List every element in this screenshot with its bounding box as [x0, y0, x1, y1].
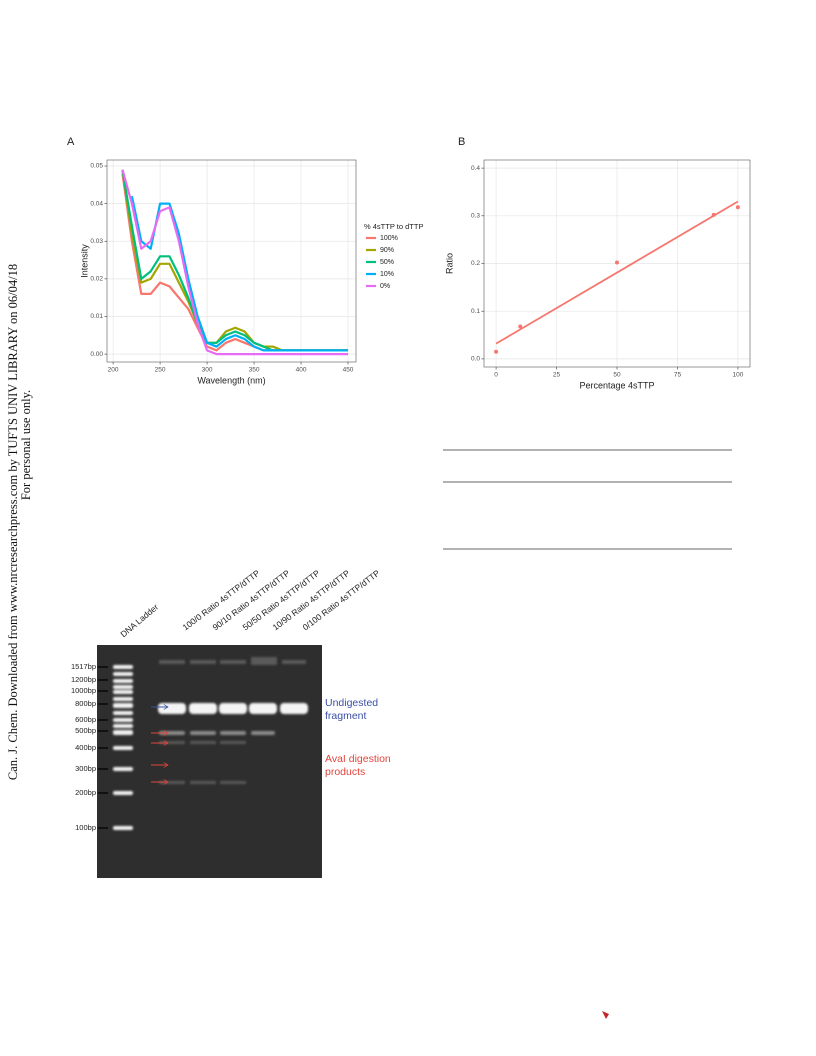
y-tick-label: 0.03 — [90, 238, 103, 245]
y-tick-label: 0.00 — [90, 351, 103, 358]
y-tick-label: 0.3 — [471, 213, 480, 220]
y-tick-label: 0.2 — [471, 260, 480, 267]
plot-border — [106, 159, 357, 363]
point — [711, 212, 716, 217]
x-tick-label: 450 — [343, 367, 354, 374]
ladder-label: 400bp — [75, 743, 96, 752]
ladder-bands — [113, 665, 133, 830]
x-tick-label: 400 — [296, 367, 307, 374]
legend-label: 0% — [380, 283, 390, 290]
watermark: For personal use only. — [19, 390, 33, 500]
x-tick-label: 350 — [249, 367, 260, 374]
x-tick-label: 50 — [613, 372, 621, 379]
y-axis-title: Intensity — [79, 244, 89, 278]
x-tick-label: 100 — [732, 372, 743, 379]
ladder-label: 1000bp — [71, 686, 96, 695]
ladder-ticks — [98, 666, 108, 829]
table-rules — [443, 449, 732, 550]
annotation: fragment — [325, 710, 367, 722]
point — [518, 324, 523, 329]
ladder-label: 1517bp — [71, 662, 96, 671]
x-tick-label: 250 — [155, 367, 166, 374]
ladder-label: 100bp — [75, 823, 96, 832]
series-line — [130, 195, 349, 352]
point — [494, 349, 499, 354]
cursor-mark — [602, 1011, 609, 1019]
legend-label: 90% — [380, 247, 394, 254]
panel-label: B — [458, 136, 465, 148]
watermark: Can. J. Chem. Downloaded from www.nrcres… — [6, 264, 20, 780]
annotation: products — [325, 766, 365, 778]
plot-border — [483, 159, 751, 368]
annotation: Undigested — [325, 697, 378, 709]
legend-label: 100% — [380, 235, 398, 242]
x-axis-title: Wavelength (nm) — [197, 375, 265, 385]
ladder-label: 500bp — [75, 726, 96, 735]
x-tick-label: 300 — [202, 367, 213, 374]
x-tick-label: 200 — [108, 367, 119, 374]
legend-title: % 4sTTP to dTTP — [364, 222, 423, 231]
annotation: AvaI digestion — [325, 753, 391, 765]
ladder-label: 1200bp — [71, 675, 96, 684]
x-tick-label: 25 — [553, 372, 561, 379]
fit-line — [495, 200, 739, 345]
y-tick-label: 0.02 — [90, 276, 103, 283]
y-tick-label: 0.1 — [471, 308, 480, 315]
series-line — [121, 169, 349, 356]
arrows — [151, 707, 168, 782]
ladder-label: 800bp — [75, 699, 96, 708]
x-tick-label: 0 — [494, 372, 498, 379]
x-axis-title: Percentage 4sTTP — [579, 380, 654, 390]
legend-label: 10% — [380, 271, 394, 278]
y-tick-label: 0.01 — [90, 313, 103, 320]
point — [735, 205, 740, 210]
x-tick-label: 75 — [674, 372, 682, 379]
sample-bands — [158, 657, 308, 784]
y-axis-title: Ratio — [444, 253, 454, 274]
y-tick-label: 0.4 — [471, 165, 480, 172]
panel-label: A — [67, 136, 75, 148]
gel-image — [97, 645, 322, 878]
point — [615, 260, 619, 265]
plot-area — [107, 160, 356, 362]
y-tick-label: 0.0 — [471, 356, 480, 363]
legend-label: 50% — [380, 259, 394, 266]
ladder-label: 300bp — [75, 764, 96, 773]
ladder-label: 600bp — [75, 715, 96, 724]
y-tick-label: 0.05 — [90, 163, 103, 170]
y-tick-label: 0.04 — [90, 200, 103, 207]
ladder-label: 200bp — [75, 788, 96, 797]
